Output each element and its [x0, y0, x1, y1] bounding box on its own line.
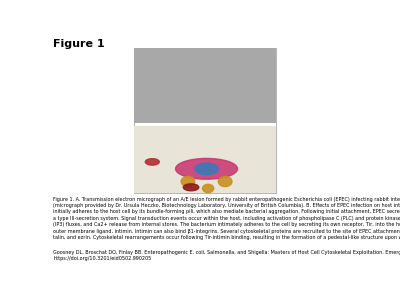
Circle shape: [181, 176, 195, 187]
Ellipse shape: [195, 163, 218, 175]
Ellipse shape: [183, 184, 199, 191]
Text: Figure 1: Figure 1: [53, 40, 105, 50]
FancyBboxPatch shape: [134, 126, 276, 193]
Circle shape: [218, 176, 232, 187]
Ellipse shape: [176, 158, 238, 179]
Text: Figure 1. A. Transmission electron micrograph of an A/E lesion formed by rabbit : Figure 1. A. Transmission electron micro…: [53, 196, 400, 240]
FancyBboxPatch shape: [134, 47, 276, 123]
Text: Goosney DL, Broschat DO, Finlay BB. Enteropathogenic E. coli, Salmonella, and Sh: Goosney DL, Broschat DO, Finlay BB. Ente…: [53, 250, 400, 261]
FancyBboxPatch shape: [134, 47, 276, 193]
Circle shape: [202, 184, 214, 193]
Ellipse shape: [145, 159, 159, 165]
